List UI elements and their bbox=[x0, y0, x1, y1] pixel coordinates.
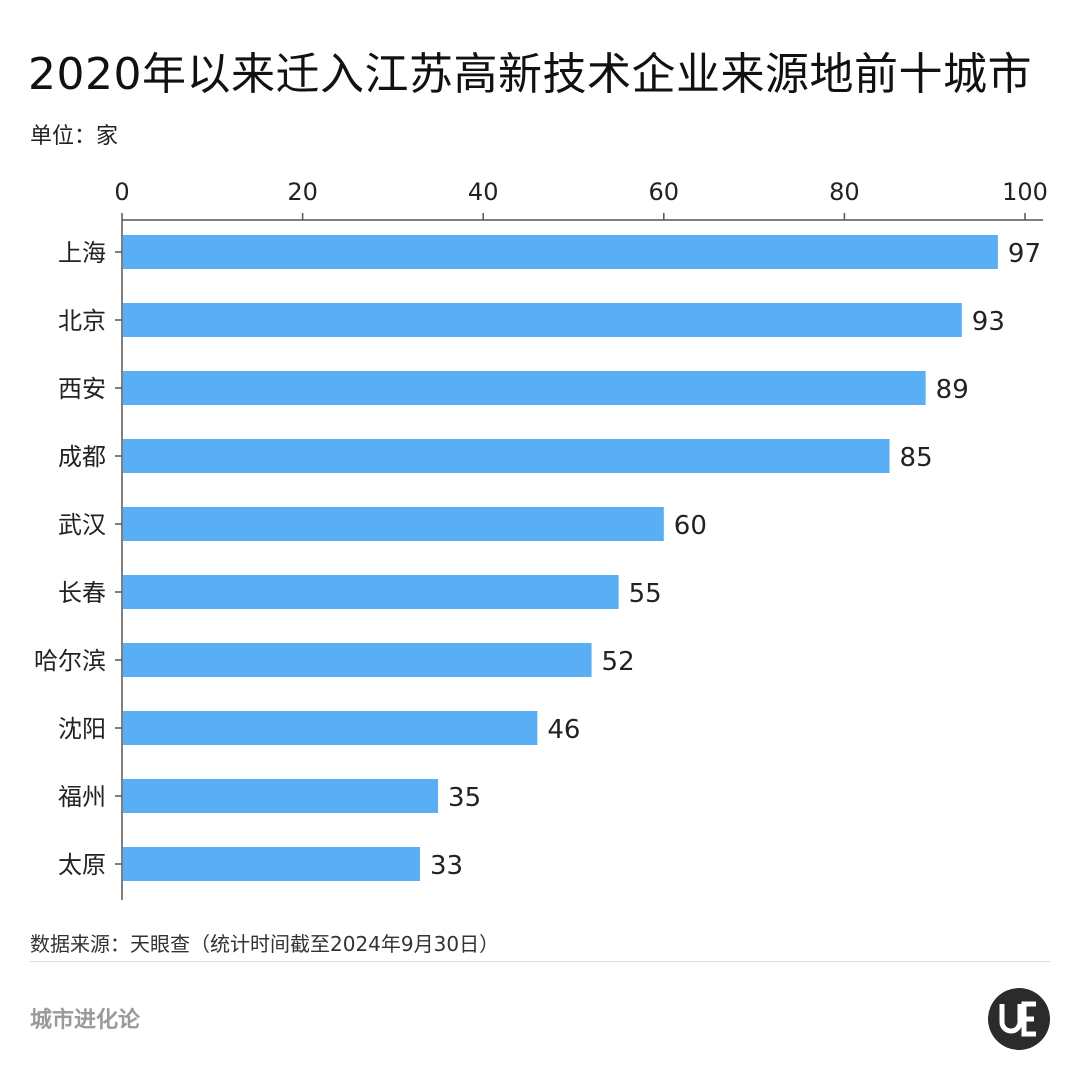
value-label: 60 bbox=[674, 511, 707, 541]
value-label: 85 bbox=[900, 443, 933, 473]
x-tick-label: 60 bbox=[649, 178, 680, 206]
brand-logo-icon bbox=[988, 988, 1050, 1050]
category-label: 北京 bbox=[58, 307, 106, 335]
category-label: 西安 bbox=[58, 375, 106, 403]
bar-长春 bbox=[123, 575, 619, 609]
x-tick-label: 100 bbox=[1002, 178, 1048, 206]
x-tick-label: 40 bbox=[468, 178, 499, 206]
unit-label: 单位：家 bbox=[30, 124, 119, 149]
bar-北京 bbox=[123, 303, 962, 337]
category-label: 太原 bbox=[58, 851, 106, 879]
category-label: 武汉 bbox=[58, 511, 106, 539]
value-label: 35 bbox=[448, 783, 481, 813]
value-label: 46 bbox=[547, 715, 580, 745]
x-tick-label: 20 bbox=[287, 178, 318, 206]
category-label: 哈尔滨 bbox=[34, 647, 106, 675]
bar-成都 bbox=[123, 439, 890, 473]
bar-沈阳 bbox=[123, 711, 538, 745]
category-label: 福州 bbox=[58, 783, 106, 811]
bar-福州 bbox=[123, 779, 439, 813]
brand-name: 城市进化论 bbox=[30, 1008, 141, 1033]
value-label: 55 bbox=[629, 579, 662, 609]
category-label: 长春 bbox=[58, 579, 106, 607]
category-label: 上海 bbox=[58, 239, 106, 267]
bar-太原 bbox=[123, 847, 420, 881]
value-label: 52 bbox=[602, 647, 635, 677]
footer-divider bbox=[30, 961, 1050, 962]
value-label: 97 bbox=[1008, 239, 1041, 269]
bar-上海 bbox=[123, 235, 998, 269]
x-tick-label: 80 bbox=[829, 178, 860, 206]
category-label: 沈阳 bbox=[58, 715, 106, 743]
category-label: 成都 bbox=[58, 443, 106, 471]
bar-武汉 bbox=[123, 507, 664, 541]
value-label: 93 bbox=[972, 307, 1005, 337]
chart-title: 2020年以来迁入江苏高新技术企业来源地前十城市 bbox=[28, 49, 1032, 100]
data-source: 数据来源：天眼查（统计时间截至2024年9月30日） bbox=[30, 932, 500, 956]
bar-西安 bbox=[123, 371, 926, 405]
value-label: 89 bbox=[936, 375, 969, 405]
x-tick-label: 0 bbox=[114, 178, 129, 206]
value-label: 33 bbox=[430, 851, 463, 881]
bar-哈尔滨 bbox=[123, 643, 592, 677]
